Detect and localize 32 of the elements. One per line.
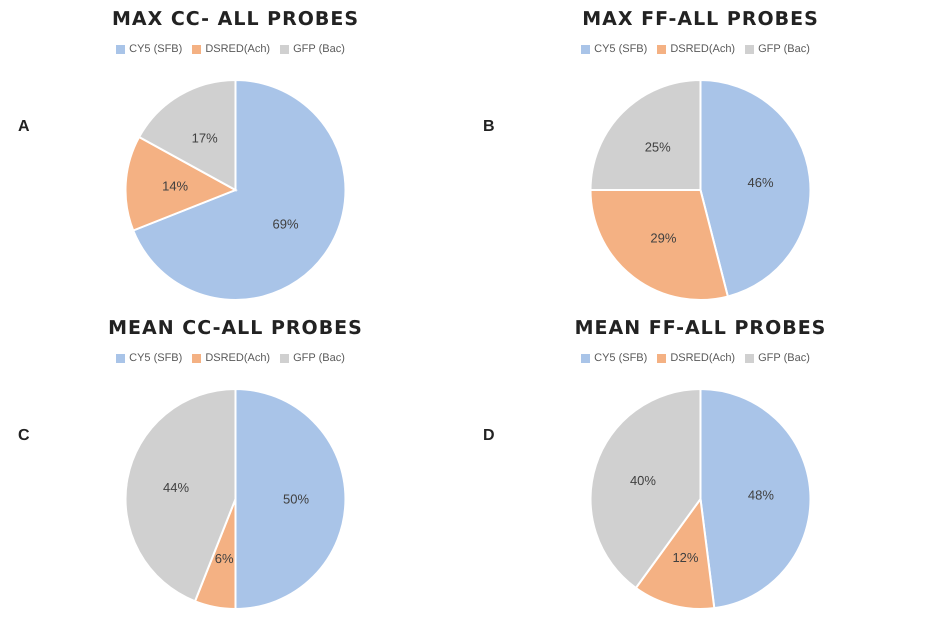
chart-title: MAX FF-ALL PROBES	[581, 8, 820, 32]
legend-label: DSRED(Ach)	[670, 352, 736, 364]
data-label: 40%	[630, 472, 656, 488]
data-label: 69%	[272, 216, 299, 232]
data-label: 25%	[644, 140, 672, 155]
legend-label: GFP (Bac)	[758, 352, 810, 364]
legend-label: GFP (Bac)	[293, 43, 345, 55]
data-label: 48%	[748, 488, 774, 503]
legend-label: DSRED(Ach)	[205, 43, 270, 55]
chart-title: MEAN FF-ALL PROBES	[574, 317, 828, 341]
data-label: 14%	[162, 178, 189, 194]
text: C	[18, 427, 30, 445]
legend-label: GFP (Bac)	[758, 43, 810, 55]
legend-label: CY5 (SFB)	[594, 352, 648, 364]
text: A	[18, 118, 30, 136]
legend-label: DSRED(Ach)	[670, 43, 736, 55]
data-label: 29%	[650, 230, 677, 246]
data-label: 50%	[282, 492, 310, 506]
legend-label: CY5 (SFB)	[594, 43, 648, 55]
legend-label: CY5 (SFB)	[129, 43, 182, 55]
data-label: 17%	[192, 130, 218, 146]
data-label: 46%	[748, 174, 774, 190]
legend-label: DSRED(Ach)	[205, 352, 270, 364]
legend-label: CY5 (SFB)	[129, 352, 182, 364]
data-label: 12%	[672, 550, 699, 566]
data-label: 6%	[214, 550, 234, 566]
text: D	[483, 427, 495, 445]
legend-label: GFP (Bac)	[293, 352, 345, 364]
data-label: 44%	[163, 480, 190, 496]
chart-title: MEAN CC-ALL PROBES	[107, 317, 364, 341]
chart-title: MAX CC- ALL PROBES	[110, 8, 360, 32]
text: B	[483, 118, 495, 136]
